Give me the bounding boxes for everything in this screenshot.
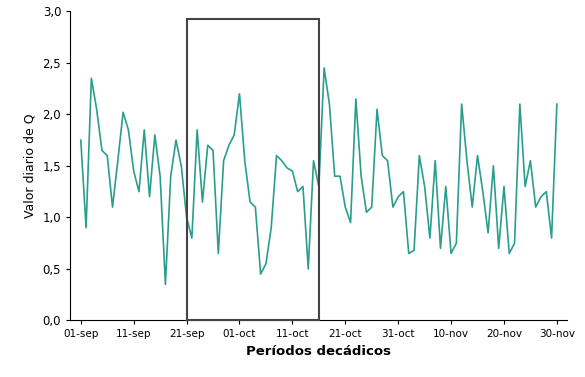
Y-axis label: Valor diario de Q: Valor diario de Q [24,113,37,218]
Bar [187,18,319,320]
X-axis label: Períodos decádicos: Períodos decádicos [246,345,391,358]
